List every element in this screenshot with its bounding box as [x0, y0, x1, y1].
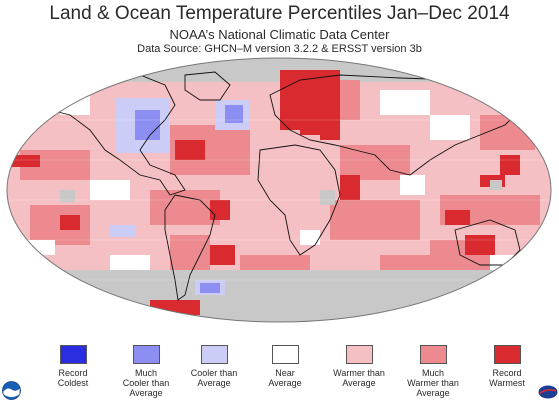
map-subtitle: NOAA’s National Climatic Data Center [169, 27, 390, 42]
legend-record-coldest: Record Coldest [33, 345, 113, 388]
antarctic-no-data [7, 280, 551, 322]
map-title: Land & Ocean Temperature Percentiles Jan… [49, 3, 510, 24]
graticule [7, 119, 551, 281]
legend-cooler: Cooler than Average [174, 345, 254, 388]
eurasia-outline [269, 74, 521, 176]
legend-label-near-average: Near Average [268, 368, 302, 388]
south-america-outline [164, 194, 216, 301]
much-cooler-regions [135, 105, 243, 293]
greenland-outline [184, 71, 231, 101]
legend-label-record-warmest: Record Warmest [489, 368, 525, 388]
legend-label-record-coldest: Record Coldest [57, 368, 89, 388]
data-source-note: Data Source: GHCN–M version 3.2.2 & ERSS… [137, 43, 422, 55]
north-america-outline [39, 74, 186, 196]
legend-swatch-much-warmer [419, 345, 447, 364]
legend-swatch-warmer [345, 345, 373, 364]
legend-label-warmer: Warmer than Average [333, 368, 385, 388]
legend-label-cooler: Cooler than Average [190, 368, 238, 388]
legend-swatch-much-cooler [132, 345, 160, 364]
africa-outline [257, 144, 341, 256]
map-globe-border [6, 57, 552, 323]
legend-warmer: Warmer than Average [319, 345, 399, 388]
legend-swatch-cooler [200, 345, 228, 364]
legend-label-much-warmer: Much Warmer than Average [407, 368, 459, 398]
noaa-logo [2, 381, 21, 400]
legend-much-cooler: Much Cooler than Average [106, 345, 186, 398]
record-warmest-regions [10, 70, 520, 315]
map-globe [7, 58, 551, 322]
legend-near-average: Near Average [245, 345, 325, 388]
legend-swatch-near-average [271, 345, 299, 364]
arctic-no-data [7, 58, 551, 82]
legend-swatch-record-warmest [493, 345, 521, 364]
legend-much-warmer: Much Warmer than Average [393, 345, 473, 398]
legend-swatch-record-coldest [59, 345, 87, 364]
nasa-logo [538, 385, 558, 399]
percentile-world-map [6, 57, 552, 323]
no-data-patches [7, 180, 551, 285]
legend-record-warmest: Record Warmest [467, 345, 547, 388]
legend-label-much-cooler: Much Cooler than Average [122, 368, 170, 398]
